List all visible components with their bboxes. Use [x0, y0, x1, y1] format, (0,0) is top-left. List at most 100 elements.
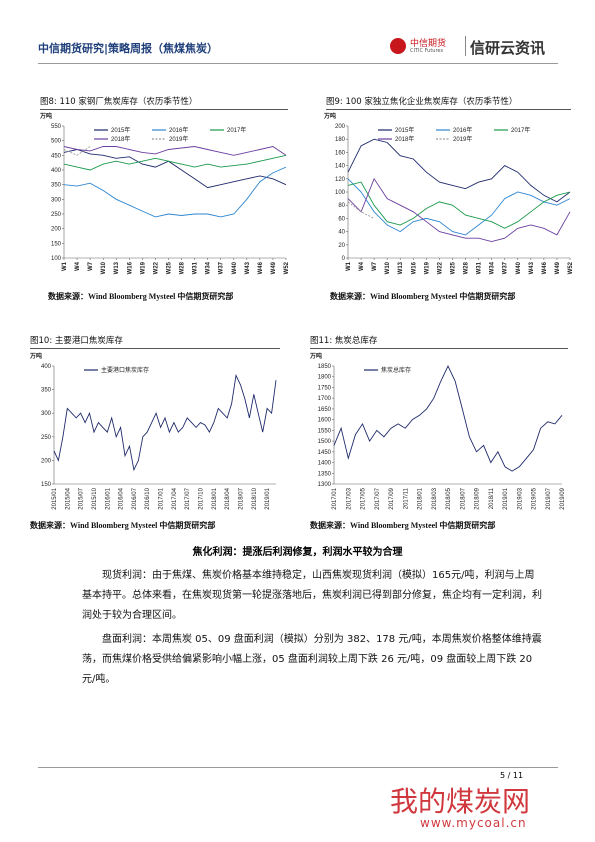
x-tick-label: W1	[346, 261, 352, 271]
x-tick-label: W4	[359, 261, 365, 271]
series-line	[347, 177, 571, 242]
x-tick-label: 2018/04	[225, 487, 231, 509]
legend-label: 2016年	[169, 126, 188, 134]
legend-label: 2019年	[169, 135, 188, 143]
x-tick-label: 2019/05	[532, 487, 538, 509]
y-tick-label: 200	[335, 124, 346, 130]
x-tick-label: W16	[411, 261, 417, 274]
y-axis-label: 万吨	[39, 112, 52, 120]
y-tick-label: 160	[335, 150, 346, 156]
x-tick-label: 2015/04	[65, 487, 71, 509]
x-tick-label: W16	[127, 261, 133, 274]
x-tick-label: W19	[424, 261, 430, 274]
x-tick-label: 2018/01	[418, 487, 424, 509]
y-tick-label: 250	[41, 435, 52, 441]
x-tick-label: W13	[398, 261, 404, 274]
y-tick-label: 1600	[318, 418, 332, 424]
chart: 万吨 0 20 40 60 80 100 120 140 160 180 200 W1 W4 W7 W10 W1…	[323, 112, 574, 274]
x-tick-label: W43	[245, 261, 251, 274]
y-tick-label: 1850	[318, 364, 332, 370]
series-line	[63, 166, 287, 218]
series-line	[63, 146, 91, 156]
logo-cn: 中信期货	[410, 39, 447, 49]
x-tick-label: W22	[437, 261, 443, 274]
x-tick-label: 2017/03	[346, 487, 352, 509]
x-tick-label: 2017/04	[172, 487, 178, 509]
x-tick-label: W22	[153, 261, 159, 274]
x-tick-label: W43	[529, 261, 535, 274]
x-tick-label: W37	[503, 261, 509, 274]
y-tick-label: 400	[41, 364, 52, 370]
x-tick-label: 2017/10	[199, 487, 205, 509]
legend-label: 2015年	[111, 126, 130, 134]
x-tick-label: 2019/09	[560, 487, 566, 509]
figure-caption: 图11: 焦炭总库存	[310, 334, 568, 349]
y-axis-label: 万吨	[323, 112, 336, 120]
y-tick-label: 400	[51, 168, 62, 174]
x-tick-label: W46	[542, 261, 548, 274]
y-tick-label: 1750	[318, 385, 332, 391]
section-heading: 焦化利润：提涨后利润修复，利润水平较为合理	[192, 547, 403, 558]
y-tick-label: 1800	[318, 375, 332, 381]
x-tick-label: 2018/05	[446, 487, 452, 509]
x-tick-label: 2017/01	[159, 487, 165, 509]
x-tick-label: W25	[450, 261, 456, 274]
x-tick-label: W40	[232, 261, 238, 274]
y-tick-label: 1400	[318, 461, 332, 467]
y-tick-label: 120	[335, 177, 346, 183]
figure-caption: 图10: 主要港口焦炭库存	[30, 334, 280, 349]
series-line	[63, 149, 287, 189]
y-tick-label: 1500	[318, 439, 332, 445]
x-tick-label: W31	[193, 261, 199, 274]
legend-label: 2019年	[453, 135, 472, 143]
series-line	[53, 373, 277, 472]
x-tick-label: 2019/01	[503, 487, 509, 509]
footer-rule	[38, 767, 558, 768]
y-tick-label: 180	[335, 137, 346, 143]
figure-caption: 图9: 100 家独立焦化企业焦炭库存（农历季节性）	[326, 95, 571, 110]
y-tick-label: 60	[338, 216, 345, 222]
series-line	[333, 364, 563, 472]
x-tick-label: 2018/07	[460, 487, 466, 509]
paragraph: 现货利润：由于焦煤、焦炭价格基本维持稳定，山西焦炭现货利润（模拟）165元/吨，…	[82, 570, 542, 621]
y-tick-label: 1300	[318, 482, 332, 488]
x-tick-label: 2018/09	[475, 487, 481, 509]
x-tick-label: 2019/03	[517, 487, 523, 509]
x-tick-label: W31	[477, 261, 483, 274]
series-line	[347, 138, 571, 203]
series-line	[347, 178, 571, 236]
x-tick-label: W34	[206, 261, 212, 274]
y-tick-label: 80	[338, 203, 345, 209]
series-line	[347, 181, 571, 229]
legend-label: 2017年	[227, 126, 246, 134]
y-tick-label: 350	[41, 388, 52, 394]
y-tick-label: 550	[51, 124, 62, 130]
logo-en: CITIC Futures	[410, 48, 444, 54]
y-tick-label: 1700	[318, 396, 332, 402]
x-tick-label: W19	[140, 261, 146, 274]
x-tick-label: 2018/10	[252, 487, 258, 509]
x-tick-label: W7	[372, 261, 378, 271]
logo-icon	[390, 38, 406, 54]
x-tick-label: 2016/04	[119, 487, 125, 509]
x-tick-label: W34	[490, 261, 496, 274]
logo-divider	[465, 36, 466, 56]
figure-source: 数据来源：Wind Bloomberg Mysteel 中信期货研究部	[48, 292, 234, 301]
x-tick-label: W28	[180, 261, 186, 274]
x-tick-label: 2018/11	[489, 487, 495, 509]
y-tick-label: 450	[51, 153, 62, 159]
y-tick-label: 150	[51, 241, 62, 247]
figure-caption: 图8: 110 家钢厂焦炭库存（农历季节性）	[40, 95, 288, 110]
y-tick-label: 150	[41, 482, 52, 488]
y-tick-label: 300	[51, 197, 62, 203]
figure-source: 数据来源：Wind Bloomberg Mysteel 中信期货研究部	[30, 521, 216, 530]
y-axis-label: 万吨	[29, 352, 42, 360]
x-tick-label: 2017/01	[332, 487, 338, 509]
y-axis-label: 万吨	[309, 352, 322, 360]
x-tick-label: W40	[516, 261, 522, 274]
y-tick-label: 140	[335, 164, 346, 170]
figure-source: 数据来源：Wind Bloomberg Mysteel 中信期货研究部	[330, 292, 516, 301]
x-tick-label: 2017/05	[361, 487, 367, 509]
x-tick-label: 2019/01	[265, 487, 271, 509]
